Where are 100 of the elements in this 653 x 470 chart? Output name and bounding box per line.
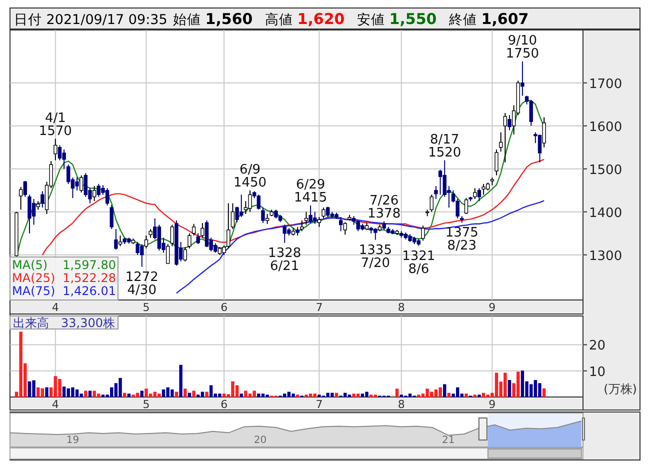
bar [292,394,295,397]
y-tick-label: 1500 [589,162,622,178]
candlestick [248,190,252,212]
candlestick [40,190,44,208]
bar [494,372,498,397]
candlestick [317,216,322,228]
candlestick [166,244,170,264]
candlestick [226,202,230,249]
candlestick [62,149,66,170]
bar [179,364,182,397]
bar [200,392,204,397]
text: 高値 1,620 [265,10,345,28]
bar [534,380,538,397]
bar [88,390,92,397]
bar [443,384,446,397]
bar [58,378,62,397]
bar [508,380,512,397]
y-tick-label: 10 [589,364,606,380]
bar [71,387,74,397]
bar [240,394,243,397]
candlestick [92,186,96,202]
bar [395,388,399,397]
annotation: 1272 4/30 [125,270,158,298]
candlestick [66,164,70,184]
candlestick [529,100,533,126]
x-tick-label: 19 [66,435,80,446]
candlestick [326,206,330,218]
y-tick-label: 1600 [589,120,622,135]
bar [313,394,316,397]
candlestick [343,222,347,236]
x-tick-label: 7 [316,301,323,314]
candlestick [136,241,140,256]
candlestick [430,194,434,212]
candlestick [54,138,58,161]
candlestick [23,180,27,198]
candlestick [204,220,209,248]
candlestick [105,188,110,206]
candlestick [542,116,546,148]
bar [54,376,58,397]
bar [542,388,546,397]
bar [222,394,226,397]
bar [231,381,234,397]
candlestick [170,224,174,247]
candlestick [538,134,542,163]
candlestick [256,194,261,210]
bar [32,380,36,397]
candlestick [464,198,468,215]
candlestick [96,183,101,198]
candlestick [473,188,477,200]
x-tick-label: 21 [442,435,455,446]
bar [456,387,460,397]
annotation: 1375 8/23 [445,226,478,254]
bar [330,392,334,397]
bar [438,387,442,397]
bar [248,394,252,397]
y-tick-label: 1700 [589,76,622,92]
candlestick [157,224,162,252]
annotation: 1,597.80 [62,258,116,272]
annotation: 1321 8/6 [402,248,436,277]
candlestick [434,186,438,200]
bar [434,389,438,397]
x-tick-label: 8 [398,398,405,411]
candlestick [183,246,187,262]
series-label: MA(25) [12,271,56,285]
bar [235,385,239,397]
chart-title: 出来高 33,300株 [13,316,115,330]
bar [140,390,144,397]
bar [209,385,213,397]
bar [287,392,291,397]
candlestick [230,202,235,230]
bar [205,392,208,397]
text: MA(75) [12,284,56,298]
annotation: 8/17 1520 [428,132,462,160]
candlestick [322,207,326,219]
bar [352,394,356,397]
text: 始値 1,560 [173,10,253,28]
candlestick [508,114,512,131]
candlestick [503,112,508,163]
candlestick [235,206,239,223]
candlestick [498,132,503,152]
candlestick [222,244,226,256]
bar [360,394,364,397]
text: 終値 1,607 [448,10,529,28]
bar [75,389,79,397]
y-tick-label: 1400 [589,206,622,221]
bar [218,394,222,397]
bar [28,381,32,397]
candlestick [58,144,62,161]
annotation: 1335 7/20 [358,242,392,271]
x-tick-label: 6 [220,301,228,314]
y-tick-label: 20 [589,338,606,354]
annotation: 1328 6/21 [268,246,302,274]
x-tick-label: 9 [488,398,496,411]
bar [426,388,429,397]
bar [244,390,248,397]
candlestick [196,232,200,245]
candlestick [114,228,118,250]
candlestick [520,60,524,96]
bar [365,392,368,397]
bar [80,394,83,397]
